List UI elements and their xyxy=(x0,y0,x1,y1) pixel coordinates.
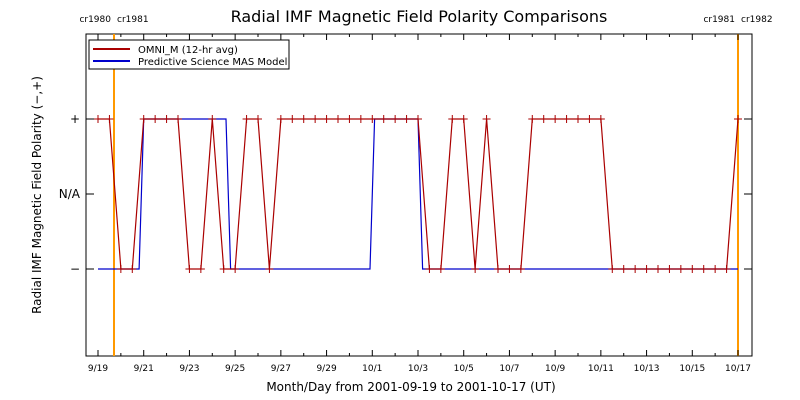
y-axis-label: Radial IMF Magnetic Field Polarity (−,+) xyxy=(30,76,44,314)
legend-label-mas: Predictive Science MAS Model xyxy=(138,57,287,68)
x-tick-label-5: 9/29 xyxy=(316,364,336,374)
series-0-point-30 xyxy=(436,265,445,273)
carrington-rotation-markers: cr1980 cr1981 cr1981 cr1982 xyxy=(79,15,773,356)
series-0-point-32 xyxy=(459,115,468,123)
series-0-point-46 xyxy=(619,265,628,273)
rotation-label-left-1: cr1981 xyxy=(703,15,735,25)
series-0-point-38 xyxy=(528,115,537,123)
chart-title: Radial IMF Magnetic Field Polarity Compa… xyxy=(231,7,608,26)
x-tick-label-10: 10/9 xyxy=(545,364,565,374)
series-0-point-50 xyxy=(665,265,674,273)
series-0-point-44 xyxy=(596,115,605,123)
series-0-point-40 xyxy=(551,115,560,123)
series-0-point-4 xyxy=(139,115,148,123)
series-0-point-54 xyxy=(711,265,720,273)
series-0-point-15 xyxy=(265,265,274,273)
series-0-point-55 xyxy=(722,265,731,273)
plot-frame xyxy=(85,33,753,357)
series-0-point-1 xyxy=(105,115,114,123)
series-0-point-28 xyxy=(414,115,422,123)
series-0-point-56 xyxy=(734,115,742,123)
series-0-point-24 xyxy=(368,115,377,123)
x-tick-label-9: 10/7 xyxy=(499,364,519,374)
series-0-point-53 xyxy=(699,265,708,273)
series-0-point-3 xyxy=(128,265,137,273)
series-0-point-36 xyxy=(505,265,514,273)
series-0-point-42 xyxy=(574,115,582,123)
y-axis-ticks: + N/A − xyxy=(59,112,752,276)
series-0-point-8 xyxy=(185,265,194,273)
y-tick-label-1: N/A xyxy=(59,187,81,201)
series-0-point-17 xyxy=(288,115,297,123)
x-tick-label-6: 10/1 xyxy=(362,364,382,374)
series-0-point-29 xyxy=(425,265,434,273)
series-0-point-10 xyxy=(208,115,217,123)
series-0-point-0 xyxy=(94,115,102,123)
series-0-point-16 xyxy=(276,115,285,123)
series-0-point-51 xyxy=(676,265,685,273)
series-0-point-49 xyxy=(654,265,662,273)
series-line-1 xyxy=(98,118,738,270)
series-0-point-9 xyxy=(196,265,205,273)
x-tick-label-1: 9/21 xyxy=(134,364,154,374)
x-tick-label-14: 10/17 xyxy=(725,364,751,374)
series-0-point-27 xyxy=(402,115,411,123)
series-0-point-31 xyxy=(448,115,457,123)
series-0-point-43 xyxy=(585,115,594,123)
x-axis-label: Month/Day from 2001-09-19 to 2001-10-17 … xyxy=(266,380,555,394)
x-tick-label-13: 10/15 xyxy=(679,364,705,374)
x-tick-label-12: 10/13 xyxy=(634,364,660,374)
series-0-point-52 xyxy=(688,265,697,273)
series-0-point-39 xyxy=(539,115,548,123)
series-0-point-21 xyxy=(334,115,342,123)
x-tick-label-2: 9/23 xyxy=(179,364,199,374)
series-0-point-19 xyxy=(311,115,320,123)
series-0-point-5 xyxy=(151,115,160,123)
series-0-point-47 xyxy=(631,265,640,273)
series-0-point-13 xyxy=(242,115,251,123)
series-0-point-11 xyxy=(219,265,228,273)
legend-box xyxy=(88,39,290,70)
rotation-label-left-0: cr1980 xyxy=(79,15,111,25)
series-0-point-26 xyxy=(391,115,400,123)
x-tick-label-8: 10/5 xyxy=(454,364,474,374)
series-0-point-48 xyxy=(642,265,651,273)
rotation-label-right-0: cr1981 xyxy=(117,15,149,25)
series-0-point-35 xyxy=(494,265,502,273)
series-0-point-23 xyxy=(356,115,365,123)
series-0-point-37 xyxy=(516,265,525,273)
x-axis-ticks: 9/19 9/21 9/23 9/25 9/27 9/29 10/1 10/3 10/5 10/7… xyxy=(88,34,751,374)
series-0-point-45 xyxy=(608,265,617,273)
series-0-point-12 xyxy=(231,265,240,273)
legend: OMNI_M (12-hr avg) Predictive Science MA… xyxy=(88,39,290,70)
series-0-point-33 xyxy=(471,265,480,273)
series-0-point-20 xyxy=(322,115,331,123)
x-tick-label-0: 9/19 xyxy=(88,364,108,374)
rotation-label-right-1: cr1982 xyxy=(741,15,773,25)
series-0-point-7 xyxy=(174,115,182,123)
y-tick-label-0: + xyxy=(70,112,80,126)
x-tick-label-3: 9/25 xyxy=(225,364,245,374)
y-tick-label-2: − xyxy=(70,262,80,276)
series-0-point-6 xyxy=(162,115,171,123)
x-tick-label-4: 9/27 xyxy=(271,364,291,374)
series-0-point-22 xyxy=(345,115,354,123)
series-0-point-41 xyxy=(562,115,571,123)
series-0-point-18 xyxy=(299,115,308,123)
series-0-point-14 xyxy=(254,115,262,123)
x-tick-label-7: 10/3 xyxy=(408,364,428,374)
series-0-point-2 xyxy=(116,265,125,273)
series-group xyxy=(94,115,742,273)
x-tick-label-11: 10/11 xyxy=(588,364,614,374)
legend-label-omni: OMNI_M (12-hr avg) xyxy=(138,45,238,56)
series-line-0 xyxy=(98,118,739,270)
series-0-point-25 xyxy=(379,115,388,123)
series-0-point-34 xyxy=(482,115,491,123)
